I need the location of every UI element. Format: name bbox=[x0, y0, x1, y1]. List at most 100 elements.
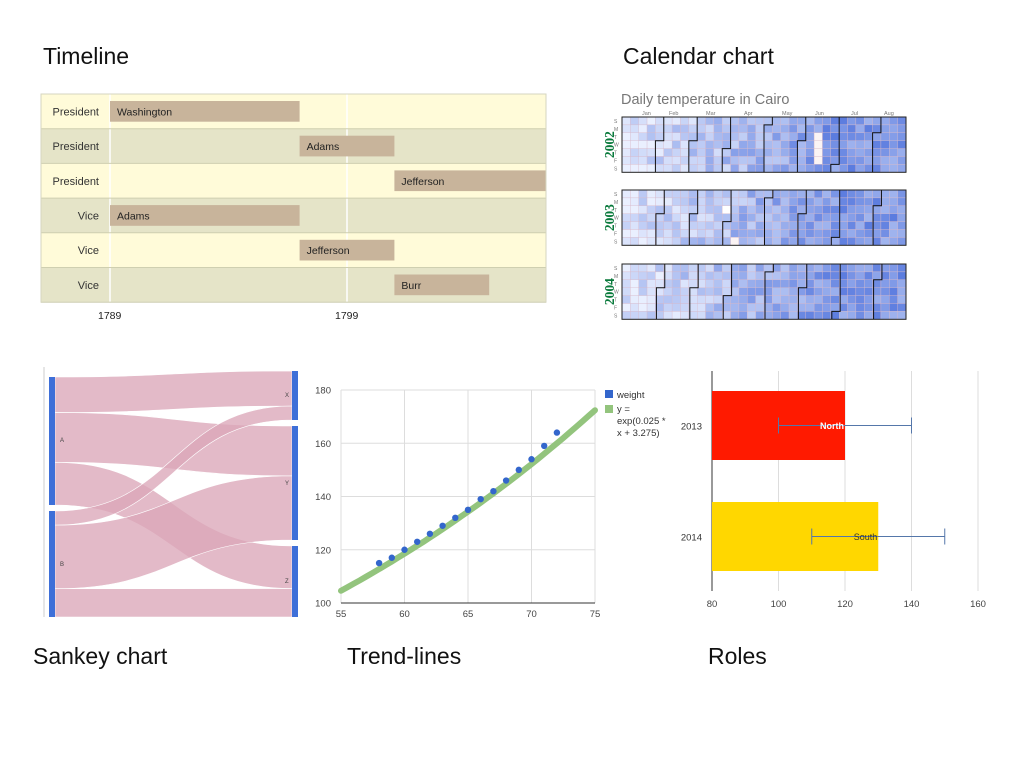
calendar-month-boundary bbox=[873, 264, 883, 320]
calendar-day-label: T bbox=[614, 224, 617, 230]
calendar-day-label: F bbox=[614, 232, 617, 238]
trend-point bbox=[426, 530, 434, 537]
sankey-node bbox=[292, 546, 298, 617]
timeline-row-label: President bbox=[53, 141, 99, 153]
trend-y-tick: 180 bbox=[315, 386, 331, 397]
sankey-node-label: Z bbox=[285, 579, 289, 585]
timeline-row-label: President bbox=[53, 106, 99, 118]
calendar-day-label: T bbox=[614, 151, 617, 157]
calendar-chart-title: Daily temperature in Cairo bbox=[621, 92, 789, 108]
trend-legend-label: y = exp(0.025 * x + 3.275) bbox=[617, 404, 666, 439]
timeline-bar bbox=[299, 135, 395, 157]
timeline-row-label: Vice bbox=[78, 280, 99, 292]
calendar-year-frame bbox=[621, 263, 907, 320]
roles-category-label: 2013 bbox=[681, 422, 702, 433]
timeline-x-tick: 1799 bbox=[335, 310, 359, 322]
calendar-year-grid bbox=[621, 263, 907, 320]
calendar-month-boundary bbox=[797, 190, 807, 246]
timeline-bar-label: Adams bbox=[307, 141, 340, 153]
calendar-month-boundary bbox=[763, 117, 773, 173]
calendar-month-boundary bbox=[831, 264, 841, 320]
calendar-month-boundary bbox=[689, 264, 699, 320]
timeline-bar-label: Adams bbox=[117, 210, 150, 222]
timeline-bar bbox=[394, 274, 490, 296]
trend-point bbox=[464, 506, 472, 514]
roles-category-label: 2014 bbox=[681, 533, 702, 544]
calendar-day-label: T bbox=[614, 208, 617, 214]
calendar-day-label: S bbox=[614, 239, 618, 245]
calendar-month-boundary bbox=[830, 117, 840, 173]
roles-x-tick: 140 bbox=[904, 599, 920, 610]
trend-y-tick: 100 bbox=[315, 599, 331, 610]
trend-point bbox=[553, 429, 561, 436]
timeline-bar bbox=[299, 239, 395, 261]
calendar-month-boundary bbox=[688, 117, 698, 173]
calendar-year-grid bbox=[621, 189, 907, 246]
trend-point bbox=[439, 522, 446, 529]
calendar-month-label: Apr bbox=[744, 111, 753, 117]
trend-y-tick: 160 bbox=[315, 439, 331, 450]
calendar-day-label: W bbox=[614, 143, 619, 149]
calendar-day-label: W bbox=[614, 290, 619, 296]
sankey-node-label: A bbox=[60, 438, 64, 444]
trend-point bbox=[477, 495, 484, 503]
timeline-row-label: Vice bbox=[78, 245, 99, 257]
trend-x-tick: 70 bbox=[526, 609, 537, 620]
calendar-day-label: T bbox=[614, 282, 617, 288]
trend-point bbox=[502, 477, 510, 484]
calendar-day-label: M bbox=[614, 200, 618, 206]
roles-annotation: South bbox=[854, 532, 878, 542]
calendar-month-label: Aug bbox=[884, 111, 894, 117]
timeline-bar-label: Jefferson bbox=[401, 176, 444, 188]
calendar-title: Calendar chart bbox=[623, 43, 774, 69]
trend-legend-swatch bbox=[605, 390, 613, 398]
timeline-bar-label: Jefferson bbox=[307, 245, 350, 257]
calendar-day-label: M bbox=[614, 127, 618, 133]
trend-point bbox=[375, 559, 383, 567]
trend-legend-swatch bbox=[605, 405, 613, 413]
trend-y-tick: 120 bbox=[315, 545, 331, 556]
calendar-day-label: F bbox=[614, 306, 617, 312]
calendar-month-boundary bbox=[654, 117, 665, 173]
calendar-month-boundary bbox=[764, 190, 774, 246]
sankey-node bbox=[292, 371, 298, 420]
trend-point bbox=[388, 554, 395, 561]
calendar-day-label: F bbox=[614, 159, 617, 165]
calendar-month-boundary bbox=[872, 190, 882, 246]
sankey-node-label: Y bbox=[285, 481, 289, 487]
calendar-month-boundary bbox=[797, 264, 808, 320]
calendar-month-boundary bbox=[722, 264, 733, 320]
calendar-month-boundary bbox=[721, 117, 732, 173]
trend-x-tick: 60 bbox=[399, 609, 410, 620]
trend-legend-label: weight bbox=[616, 390, 645, 401]
trend-x-tick: 55 bbox=[336, 609, 347, 620]
calendar-month-label: Mar bbox=[706, 111, 716, 117]
timeline-row-bg bbox=[41, 232, 546, 268]
trend-point bbox=[490, 487, 497, 495]
timeline-title: Timeline bbox=[43, 43, 130, 69]
calendar-day-label: S bbox=[614, 266, 618, 272]
calendar-day-label: S bbox=[614, 166, 618, 172]
timeline-x-tick: 1789 bbox=[98, 310, 122, 322]
trend-title: Trend-lines bbox=[347, 643, 462, 669]
timeline-bar bbox=[110, 101, 300, 122]
calendar-day-label: S bbox=[614, 192, 618, 198]
sankey-node bbox=[49, 511, 55, 617]
roles-x-tick: 80 bbox=[707, 599, 718, 610]
sankey-title: Sankey chart bbox=[33, 643, 168, 669]
roles-annotation: North bbox=[820, 421, 844, 431]
calendar-month-label: Jul bbox=[851, 111, 858, 117]
trend-point bbox=[541, 442, 548, 450]
calendar-month-label: Jun bbox=[815, 111, 824, 117]
trend-point bbox=[414, 538, 421, 545]
timeline-row-label: President bbox=[53, 176, 99, 188]
timeline-bar-label: Burr bbox=[401, 280, 421, 292]
sankey-node bbox=[292, 426, 298, 540]
calendar-month-boundary bbox=[764, 264, 774, 320]
timeline-bar-label: Washington bbox=[117, 106, 172, 118]
calendar-day-label: T bbox=[614, 298, 617, 304]
